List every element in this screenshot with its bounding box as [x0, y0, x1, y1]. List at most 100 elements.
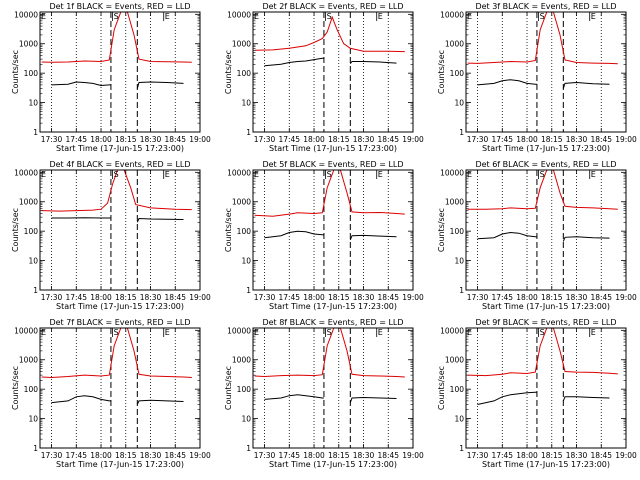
x-tick-label: 18:45	[590, 135, 612, 144]
x-axis-label: Start Time (17-Jun-15 17:23:00)	[269, 302, 397, 311]
events-series-line	[562, 81, 610, 89]
flag-label: S	[327, 170, 332, 179]
x-tick-label: 18:30	[566, 135, 588, 144]
x-tick-label: 17:30	[467, 451, 489, 460]
x-tick-label: 18:30	[140, 135, 162, 144]
x-tick-label: 18:45	[164, 135, 186, 144]
y-tick-label: 10	[241, 415, 251, 424]
x-tick-label: 18:00	[303, 293, 325, 302]
y-tick-label: 10000	[227, 168, 251, 177]
lld-series-line	[41, 12, 192, 63]
y-tick-label: 10000	[440, 168, 464, 177]
x-tick-label: 18:15	[541, 451, 563, 460]
lld-series-line	[467, 170, 618, 210]
y-tick-label: 1000	[232, 198, 251, 207]
events-series-line	[136, 399, 184, 405]
x-tick-label: 17:30	[254, 135, 276, 144]
panel-title: Det 1f BLACK = Events, RED = LLD	[49, 2, 190, 11]
y-tick-label: 100	[237, 69, 252, 78]
x-tick-label: 17:45	[278, 451, 300, 460]
x-tick-label: 19:00	[189, 135, 211, 144]
x-axis-label: Start Time (17-Jun-15 17:23:00)	[482, 460, 610, 469]
x-axis-label: Start Time (17-Jun-15 17:23:00)	[269, 144, 397, 153]
y-tick-label: 1000	[445, 198, 464, 207]
panel-title: Det 5f BLACK = Events, RED = LLD	[262, 160, 403, 169]
events-series-line	[477, 231, 537, 240]
panel-title: Det 7f BLACK = Events, RED = LLD	[49, 318, 190, 327]
flag-label: E	[378, 170, 383, 179]
events-series-line	[562, 396, 610, 402]
flag-label: E	[378, 12, 383, 21]
x-tick-label: 18:30	[140, 451, 162, 460]
lld-series-line	[41, 170, 192, 212]
flag-label: S	[327, 328, 332, 337]
x-tick-label: 18:00	[516, 293, 538, 302]
x-tick-label: 18:30	[566, 451, 588, 460]
events-series-line	[136, 81, 184, 89]
x-tick-label: 17:45	[65, 293, 87, 302]
plot-frame	[252, 169, 414, 291]
flag-label: E	[467, 170, 472, 179]
flag-label: E	[41, 12, 46, 21]
y-tick-label: 100	[24, 69, 39, 78]
flag-label: S	[540, 328, 545, 337]
events-series-line	[349, 61, 397, 65]
x-tick-label: 18:30	[353, 451, 375, 460]
y-axis-label: Counts/sec	[437, 208, 446, 252]
flag-label: E	[165, 12, 170, 21]
plot-frame	[465, 327, 627, 449]
events-series-line	[477, 391, 537, 405]
x-tick-label: 18:45	[377, 135, 399, 144]
flag-label: E	[591, 328, 596, 337]
flag-label: E	[467, 12, 472, 21]
plot-frame	[39, 169, 201, 291]
flag-label: E	[254, 12, 259, 21]
x-tick-label: 17:30	[254, 293, 276, 302]
x-tick-label: 19:00	[402, 293, 424, 302]
x-tick-label: 18:15	[328, 293, 350, 302]
x-tick-label: 19:00	[189, 293, 211, 302]
y-tick-label: 10000	[14, 168, 38, 177]
y-tick-label: 1000	[232, 356, 251, 365]
plot-frame	[252, 327, 414, 449]
y-tick-label: 10	[28, 257, 38, 266]
y-tick-label: 1	[33, 286, 38, 295]
x-tick-label: 19:00	[615, 451, 637, 460]
x-tick-label: 17:45	[491, 293, 513, 302]
flag-label: S	[114, 328, 119, 337]
x-tick-label: 17:30	[467, 293, 489, 302]
events-series-line	[136, 217, 184, 223]
y-tick-label: 10000	[227, 326, 251, 335]
x-tick-label: 18:45	[377, 451, 399, 460]
flag-label: E	[254, 328, 259, 337]
x-tick-label: 17:45	[491, 451, 513, 460]
panel-title: Det 3f BLACK = Events, RED = LLD	[475, 2, 616, 11]
x-tick-label: 18:30	[353, 293, 375, 302]
y-tick-label: 10	[454, 99, 464, 108]
y-tick-label: 10000	[440, 10, 464, 19]
flag-label: E	[41, 170, 46, 179]
events-series-line	[51, 81, 111, 87]
x-tick-label: 17:45	[65, 451, 87, 460]
y-axis-label: Counts/sec	[437, 366, 446, 410]
x-tick-label: 17:30	[467, 135, 489, 144]
x-axis-label: Start Time (17-Jun-15 17:23:00)	[269, 460, 397, 469]
y-tick-label: 10000	[14, 326, 38, 335]
y-tick-label: 1000	[19, 40, 38, 49]
x-tick-label: 19:00	[615, 293, 637, 302]
flag-label: E	[591, 12, 596, 21]
x-tick-label: 18:15	[328, 135, 350, 144]
x-tick-label: 17:45	[278, 293, 300, 302]
flag-label: S	[540, 12, 545, 21]
y-tick-label: 1000	[445, 356, 464, 365]
x-tick-label: 18:15	[541, 293, 563, 302]
y-axis-label: Counts/sec	[224, 366, 233, 410]
y-axis-label: Counts/sec	[437, 50, 446, 94]
events-series-line	[51, 395, 111, 404]
